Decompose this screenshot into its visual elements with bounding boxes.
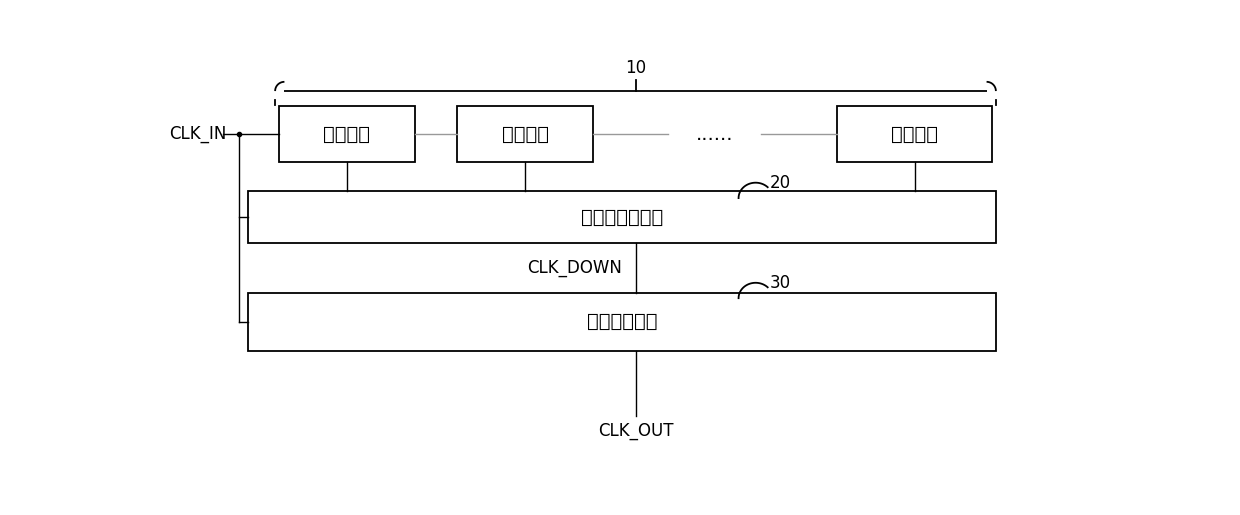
Text: 30: 30 xyxy=(770,274,791,292)
Text: 子延迟线: 子延迟线 xyxy=(892,125,937,144)
Text: 20: 20 xyxy=(770,174,791,192)
Text: ......: ...... xyxy=(696,125,734,144)
Text: 子延迟线: 子延迟线 xyxy=(324,125,371,144)
Bar xyxy=(458,107,593,162)
Text: CLK_OUT: CLK_OUT xyxy=(598,422,673,440)
Text: 下降沿检测模块: 下降沿检测模块 xyxy=(580,208,663,227)
Text: 相位插値模块: 相位插値模块 xyxy=(587,312,657,331)
Text: CLK_DOWN: CLK_DOWN xyxy=(527,259,622,277)
Bar xyxy=(837,107,992,162)
Text: 10: 10 xyxy=(625,59,646,77)
Bar xyxy=(248,293,996,351)
Bar xyxy=(279,107,414,162)
Text: 子延迟线: 子延迟线 xyxy=(501,125,548,144)
Bar xyxy=(248,191,996,243)
Text: CLK_IN: CLK_IN xyxy=(169,125,227,143)
